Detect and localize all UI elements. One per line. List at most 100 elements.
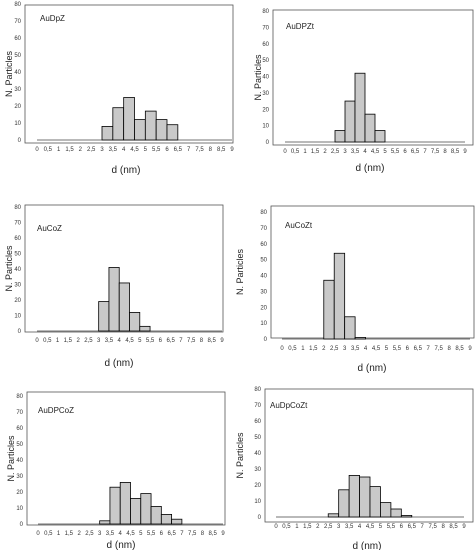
plot-frame	[270, 205, 475, 339]
y-tick-label: 20	[14, 104, 21, 110]
x-tick-label: 4	[363, 149, 367, 155]
x-tick-label: 0	[280, 346, 284, 352]
y-tick-label: 0	[18, 138, 22, 144]
x-tick-label: 0	[274, 524, 278, 530]
x-tick-label: 1,5	[64, 338, 73, 344]
x-axis-label: d (nm)	[358, 363, 387, 374]
x-axis-label: d (nm)	[356, 163, 385, 174]
x-tick-label: 7,5	[187, 338, 196, 344]
x-tick-label: 0,5	[288, 346, 297, 352]
y-tick-label: 30	[262, 91, 269, 97]
x-axis-label: d (nm)	[107, 540, 136, 550]
x-tick-label: 6	[403, 149, 407, 155]
histogram-bar	[98, 301, 110, 332]
y-tick-label: 40	[260, 274, 267, 280]
y-tick-label: 50	[16, 442, 23, 448]
x-tick-label: 5,5	[387, 524, 396, 530]
y-tick-label: 50	[260, 258, 267, 264]
y-tick-label: 50	[262, 58, 269, 64]
y-tick-label: 0	[258, 515, 262, 521]
y-axis-label: N. Particles	[4, 245, 14, 292]
x-tick-label: 5,5	[393, 346, 402, 352]
x-tick-label: 5	[138, 338, 142, 344]
x-tick-label: 7,5	[431, 149, 440, 155]
x-tick-label: 1,5	[65, 531, 74, 537]
y-tick-label: 10	[14, 121, 21, 127]
plot-frame	[26, 391, 226, 526]
x-tick-label: 0	[35, 338, 39, 344]
x-tick-label: 2	[79, 147, 83, 153]
panel-title: AuDpZ	[40, 14, 65, 23]
histogram-bar	[323, 279, 335, 340]
x-axis-label: d (nm)	[112, 165, 141, 176]
x-tick-label: 4,5	[126, 531, 135, 537]
y-tick-label: 70	[260, 226, 267, 232]
histogram-bar	[99, 520, 111, 525]
x-tick-label: 8	[200, 338, 204, 344]
x-tick-label: 9	[230, 147, 234, 153]
histogram-bar	[140, 493, 152, 525]
x-tick-label: 8,5	[455, 346, 464, 352]
plot-frame	[24, 4, 234, 144]
x-tick-label: 9	[220, 338, 224, 344]
x-tick-label: 2,5	[331, 149, 340, 155]
histogram-bar	[334, 130, 346, 143]
y-axis-label: N. Particles	[6, 435, 16, 482]
y-tick-label: 30	[14, 283, 21, 289]
x-tick-label: 2	[77, 531, 81, 537]
x-tick-label: 3,5	[105, 338, 114, 344]
x-tick-label: 2	[316, 524, 320, 530]
y-tick-label: 0	[20, 522, 24, 528]
y-tick-label: 70	[14, 221, 21, 227]
x-tick-label: 7,5	[434, 346, 443, 352]
y-tick-label: 30	[254, 467, 261, 473]
y-tick-label: 20	[262, 107, 269, 113]
x-tick-label: 4,5	[130, 147, 139, 153]
x-tick-label: 0,5	[291, 149, 300, 155]
x-tick-label: 0,5	[282, 524, 291, 530]
histogram-bar	[364, 113, 376, 143]
histogram-bar	[333, 252, 346, 340]
x-tick-label: 5	[385, 346, 389, 352]
y-tick-label: 20	[16, 490, 23, 496]
y-tick-label: 80	[16, 394, 23, 400]
y-tick-label: 60	[14, 36, 21, 42]
x-tick-label: 0	[283, 149, 287, 155]
x-tick-label: 1	[301, 346, 305, 352]
x-tick-label: 9	[463, 149, 467, 155]
x-tick-label: 8	[209, 147, 213, 153]
x-tick-label: 8,5	[217, 147, 226, 153]
y-tick-label: 50	[254, 435, 261, 441]
x-tick-label: 1	[57, 531, 61, 537]
x-tick-label: 4	[118, 338, 122, 344]
histogram-bar	[108, 267, 120, 332]
histogram-bar	[123, 97, 135, 141]
x-tick-label: 8	[441, 524, 445, 530]
x-tick-label: 4	[119, 531, 123, 537]
x-tick-label: 3	[343, 346, 347, 352]
y-tick-label: 50	[14, 53, 21, 59]
x-tick-label: 5,5	[391, 149, 400, 155]
x-tick-label: 8	[201, 531, 205, 537]
x-tick-label: 3	[337, 524, 341, 530]
x-tick-label: 0	[35, 147, 39, 153]
plot-frame	[264, 388, 474, 523]
x-tick-label: 0	[36, 531, 40, 537]
y-axis-label: N. Particles	[235, 432, 245, 479]
y-tick-label: 30	[14, 87, 21, 93]
y-tick-label: 80	[260, 210, 267, 216]
histogram-bar	[150, 505, 162, 525]
y-axis-label: N. Particles	[4, 50, 14, 97]
x-tick-label: 7	[423, 149, 427, 155]
x-tick-label: 6,5	[167, 531, 176, 537]
histogram-panel: 0 0,5 1 1,5 2 2,5 3 3,5 4 4,5 5 5,5 6 6,5 7 7,5 8 8,5 9010…	[253, 9, 474, 174]
x-tick-label: 2,5	[84, 338, 93, 344]
y-tick-label: 40	[14, 267, 21, 273]
y-tick-label: 0	[264, 337, 268, 343]
histogram-panel: 0 0,5 1 1,5 2 2,5 3 3,5 4 4,5 5 5,5 6 6,5 7 7,5 8 8,5 9010…	[235, 205, 475, 374]
y-tick-label: 70	[254, 403, 261, 409]
histogram-bar	[166, 124, 179, 141]
x-tick-label: 1,5	[65, 147, 74, 153]
x-tick-label: 2,5	[324, 524, 333, 530]
